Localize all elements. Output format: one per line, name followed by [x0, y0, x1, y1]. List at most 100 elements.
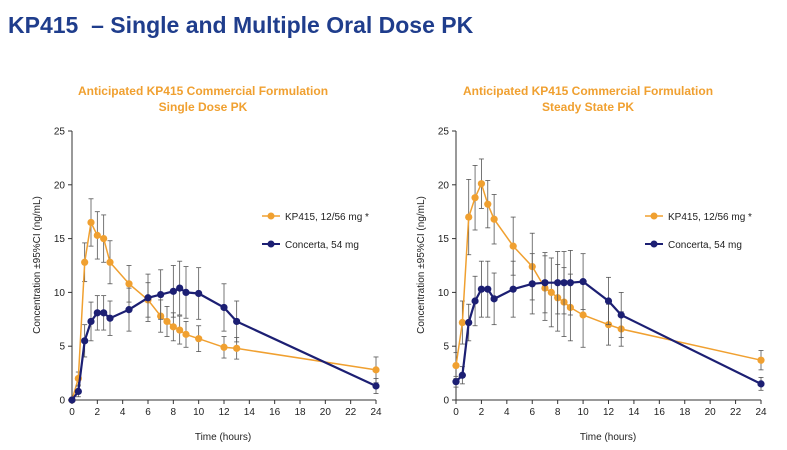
data-point-kp415 [490, 215, 498, 223]
data-point-concerta [220, 303, 228, 312]
x-tick-label: 20 [705, 407, 717, 418]
x-tick-label: 6 [529, 407, 535, 418]
legend-marker-concerta [650, 240, 658, 248]
data-point-concerta [554, 279, 562, 287]
data-point-kp415 [757, 356, 765, 364]
x-tick-label: 18 [294, 407, 306, 418]
data-point-concerta [125, 306, 133, 314]
x-tick-label: 18 [679, 407, 691, 418]
legend-item-concerta: Concerta, 54 mg [645, 240, 742, 251]
data-point-concerta [604, 297, 613, 305]
data-point-kp415 [484, 200, 492, 208]
y-tick-label: 25 [54, 127, 66, 138]
chart-steady-state: Anticipated KP415 Commercial Formulation… [416, 84, 767, 443]
data-point-kp415 [547, 288, 555, 296]
x-tick-label: 2 [479, 407, 485, 418]
data-point-concerta [176, 284, 184, 292]
data-point-concerta [509, 285, 517, 293]
series-kp415 [452, 158, 765, 379]
data-point-kp415 [169, 323, 177, 331]
chart-title: Anticipated KP415 Commercial Formulation [463, 84, 713, 98]
data-point-concerta [471, 297, 479, 305]
x-tick-label: 0 [453, 407, 459, 418]
data-point-kp415 [93, 231, 101, 239]
y-axis-label: Concentration ±95%CI (ng/mL) [416, 196, 427, 334]
x-tick-label: 16 [269, 407, 281, 418]
data-point-kp415 [233, 344, 241, 352]
data-point-concerta [81, 337, 89, 345]
x-tick-label: 22 [730, 407, 742, 418]
series-line-kp415 [71, 220, 377, 401]
x-axis-label: Time (hours) [580, 432, 636, 443]
legend-marker-kp415 [267, 212, 275, 220]
data-point-kp415 [477, 180, 486, 188]
y-tick-label: 20 [438, 180, 450, 191]
y-tick-label: 20 [54, 180, 66, 191]
x-tick-label: 14 [628, 407, 640, 418]
x-tick-label: 16 [654, 407, 666, 418]
chart-title: Anticipated KP415 Commercial Formulation [78, 84, 328, 98]
data-point-concerta [157, 290, 165, 299]
data-point-concerta [465, 318, 473, 327]
slide-title: KP415 – Single and Multiple Oral Dose PK [8, 12, 474, 38]
data-point-concerta [541, 279, 549, 287]
x-axis-label: Time (hours) [195, 432, 251, 443]
data-point-concerta [477, 285, 486, 293]
y-tick-label: 10 [54, 288, 66, 299]
x-tick-label: 6 [145, 407, 151, 418]
x-tick-label: 10 [578, 407, 590, 418]
x-tick-label: 4 [504, 407, 510, 418]
data-point-kp415 [220, 343, 228, 351]
chart-subtitle: Steady State PK [542, 100, 634, 114]
data-point-concerta [106, 314, 114, 322]
data-point-concerta [87, 317, 95, 326]
data-point-kp415 [458, 318, 466, 327]
data-point-kp415 [372, 366, 380, 374]
legend-label-concerta: Concerta, 54 mg [285, 240, 359, 251]
data-point-kp415 [81, 258, 89, 266]
x-tick-label: 2 [95, 407, 101, 418]
y-tick-label: 5 [443, 342, 449, 353]
legend-label-kp415: KP415, 12/56 mg * [285, 212, 369, 223]
legend-item-kp415: KP415, 12/56 mg * [262, 212, 369, 223]
data-point-concerta [195, 289, 203, 298]
data-point-kp415 [509, 242, 517, 250]
data-point-concerta [458, 371, 466, 379]
y-tick-label: 5 [59, 342, 65, 353]
data-point-kp415 [465, 213, 473, 221]
x-tick-label: 22 [345, 407, 357, 418]
data-point-kp415 [471, 194, 479, 202]
y-tick-label: 0 [443, 396, 449, 407]
legend-item-kp415: KP415, 12/56 mg * [645, 212, 752, 223]
x-tick-label: 20 [320, 407, 332, 418]
data-point-concerta [100, 309, 108, 317]
data-point-concerta [182, 288, 190, 296]
data-point-concerta [372, 382, 380, 390]
data-point-concerta [757, 380, 765, 388]
data-point-kp415 [579, 311, 587, 319]
legend-label-kp415: KP415, 12/56 mg * [668, 212, 752, 223]
series-concerta [452, 250, 765, 391]
x-tick-label: 24 [370, 407, 382, 418]
data-point-kp415 [163, 317, 171, 326]
x-tick-label: 14 [244, 407, 256, 418]
y-tick-label: 0 [59, 396, 65, 407]
x-tick-label: 12 [218, 407, 230, 418]
x-tick-label: 24 [755, 407, 767, 418]
x-tick-label: 4 [120, 407, 126, 418]
data-point-concerta [560, 279, 568, 287]
data-point-concerta [579, 278, 587, 286]
y-tick-label: 15 [438, 234, 450, 245]
data-point-kp415 [182, 330, 190, 338]
legend-item-concerta: Concerta, 54 mg [262, 240, 359, 251]
data-point-kp415 [176, 326, 184, 334]
data-point-concerta [617, 311, 625, 319]
data-point-concerta [74, 387, 82, 395]
data-point-concerta [566, 279, 574, 287]
data-point-concerta [490, 295, 498, 303]
y-tick-label: 15 [54, 234, 66, 245]
data-point-concerta [144, 294, 152, 302]
x-tick-label: 12 [603, 407, 615, 418]
data-point-kp415 [87, 218, 95, 227]
